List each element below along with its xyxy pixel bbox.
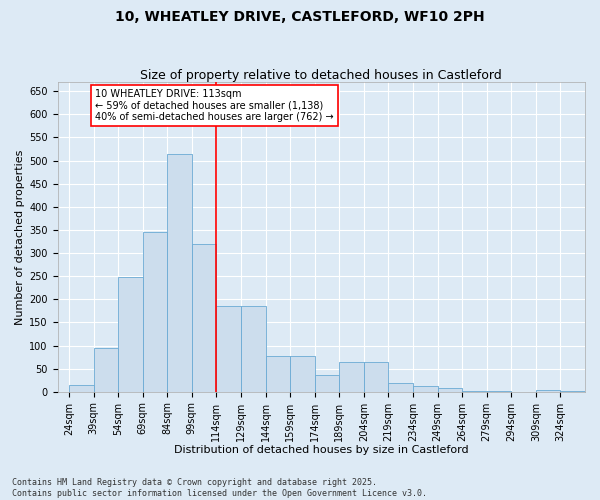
Bar [437,388,462,392]
Bar [487,391,511,392]
X-axis label: Distribution of detached houses by size in Castleford: Distribution of detached houses by size … [174,445,469,455]
Bar [560,391,585,392]
Bar [192,244,217,392]
Bar [241,306,266,392]
Bar [118,277,143,392]
Bar [94,348,118,392]
Bar [339,362,364,392]
Bar [388,384,413,392]
Bar [167,154,192,392]
Bar [536,390,560,392]
Bar [413,386,437,392]
Bar [217,306,241,392]
Bar [143,232,167,392]
Text: 10, WHEATLEY DRIVE, CASTLEFORD, WF10 2PH: 10, WHEATLEY DRIVE, CASTLEFORD, WF10 2PH [115,10,485,24]
Y-axis label: Number of detached properties: Number of detached properties [15,149,25,324]
Bar [315,374,339,392]
Text: Contains HM Land Registry data © Crown copyright and database right 2025.
Contai: Contains HM Land Registry data © Crown c… [12,478,427,498]
Bar [266,356,290,392]
Bar [69,385,94,392]
Bar [462,391,487,392]
Bar [290,356,315,392]
Title: Size of property relative to detached houses in Castleford: Size of property relative to detached ho… [140,69,502,82]
Text: 10 WHEATLEY DRIVE: 113sqm
← 59% of detached houses are smaller (1,138)
40% of se: 10 WHEATLEY DRIVE: 113sqm ← 59% of detac… [95,89,334,122]
Bar [364,362,388,392]
